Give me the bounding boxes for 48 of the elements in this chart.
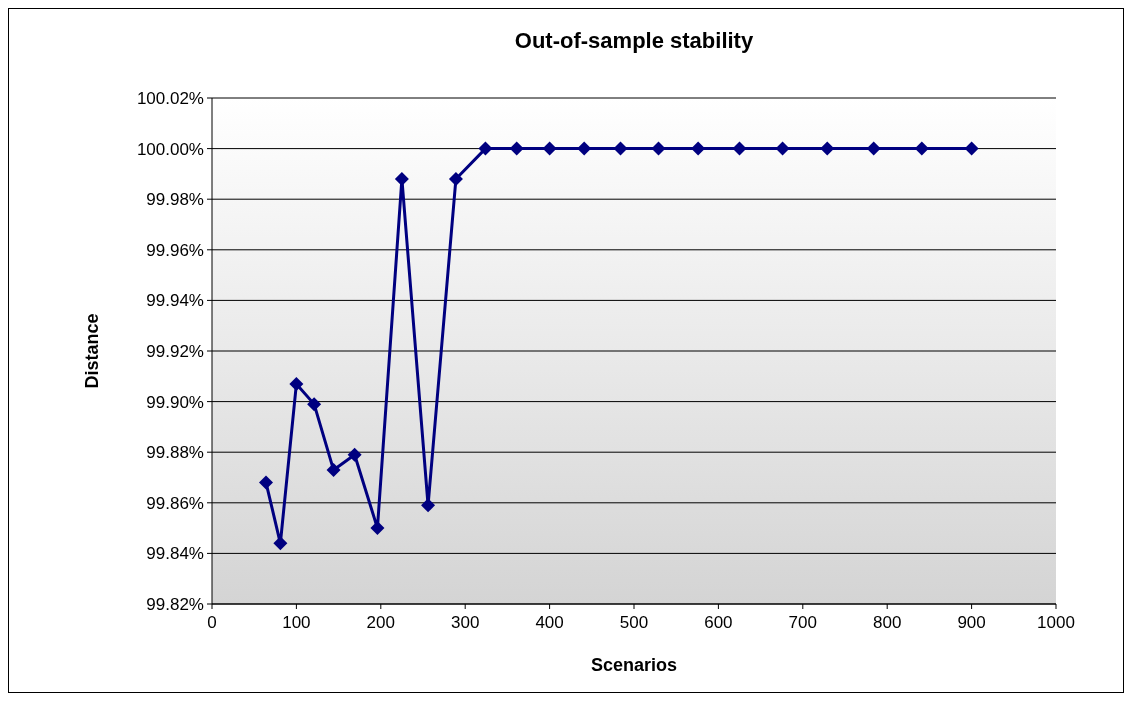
y-tick-label: 100.02%	[136, 88, 204, 108]
y-tick-label: 99.98%	[146, 190, 204, 210]
y-axis-title: Distance	[82, 313, 102, 389]
point	[289, 376, 304, 391]
point	[394, 171, 409, 186]
point	[347, 447, 362, 462]
y-tick-label: 99.94%	[146, 291, 204, 311]
point	[307, 397, 322, 412]
point	[732, 141, 747, 156]
x-tick-label: 200	[366, 613, 395, 632]
x-tick-label: 600	[704, 613, 733, 632]
point	[326, 462, 341, 477]
x-tick-label: 300	[451, 613, 480, 632]
x-tick-label: 500	[619, 613, 649, 632]
y-tick-label: 99.96%	[146, 240, 204, 260]
y-tick-label: 99.88%	[146, 443, 204, 463]
x-tick-label: 1000	[1037, 613, 1075, 632]
point	[259, 475, 274, 490]
x-tick-label: 100	[282, 613, 311, 632]
x-tick-label: 700	[788, 613, 817, 632]
point	[478, 141, 493, 156]
y-tick-label: 99.82%	[146, 594, 204, 614]
y-tick-label: 99.84%	[146, 544, 204, 564]
point	[448, 171, 463, 186]
x-tick-label: 800	[873, 613, 902, 632]
x-tick-label: 400	[535, 613, 564, 632]
point	[542, 141, 557, 156]
point	[820, 141, 835, 156]
y-tick-label: 100.00%	[136, 139, 204, 159]
y-tick-label: 99.92%	[146, 341, 204, 361]
point	[866, 141, 881, 156]
y-tick-label: 99.86%	[146, 493, 204, 513]
point	[273, 536, 288, 551]
x-tick-label: 900	[957, 613, 986, 632]
point	[914, 141, 929, 156]
chart-title: Out-of-sample stability	[514, 28, 754, 53]
point	[370, 521, 385, 536]
point	[651, 141, 666, 156]
point	[691, 141, 706, 156]
point	[775, 141, 790, 156]
point	[577, 141, 592, 156]
point	[421, 498, 436, 513]
y-tick-label: 99.90%	[146, 392, 204, 412]
x-tick-label: 0	[207, 613, 217, 632]
x-axis-title: Scenarios	[590, 655, 678, 675]
point	[613, 141, 628, 156]
point	[509, 141, 524, 156]
point	[964, 141, 979, 156]
